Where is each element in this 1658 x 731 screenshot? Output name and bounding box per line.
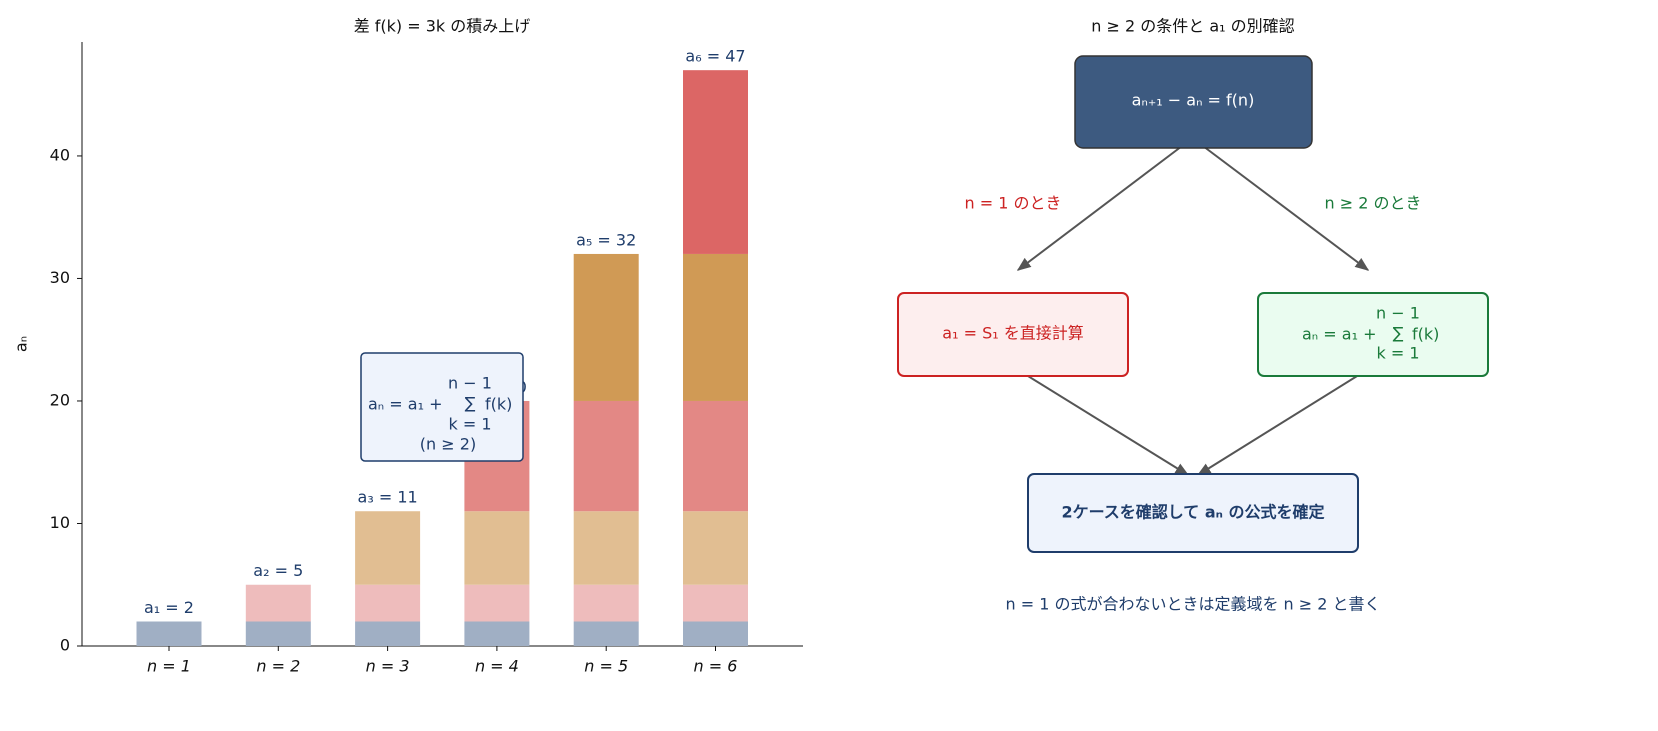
chart-title: 差 f(k) = 3k の積み上げ [354,17,531,36]
node-label: aₙ₊₁ − aₙ = f(n) [1132,91,1255,110]
annotation-term: f(k) [485,395,512,414]
bar-segment [683,511,748,585]
annotation-box [360,352,524,462]
bar-segment [136,621,202,646]
value-label: a₅ = 32 [576,230,636,249]
diagram-title: n ≥ 2 の条件と a₁ の別確認 [1091,17,1294,36]
bar-segment [355,511,421,585]
node-box [1074,55,1313,149]
y-tick-label: 40 [50,145,70,164]
bar-segment [573,584,639,622]
node-box [897,292,1129,377]
node-label: 2ケースを確認して aₙ の公式を確定 [1061,503,1324,522]
value-label: a₁ = 2 [144,598,194,617]
bar-segment [573,621,639,646]
y-tick-label: 10 [50,513,70,532]
arrow [1014,367,1190,476]
annotation-upper: n − 1 [448,374,492,393]
y-tick-label: 30 [50,268,70,287]
bar-segment [573,253,639,401]
x-tick-label: n = 2 [256,657,300,676]
node-label: a₁ = S₁ を直接計算 [942,324,1083,343]
bar-segment [573,511,639,585]
edge-label: n = 1 のとき [965,194,1062,213]
bar-segment [464,584,530,622]
bar-segment [245,584,311,622]
bar-segment [464,621,530,646]
x-tick-label: n = 4 [475,657,519,676]
bar-segment [355,621,421,646]
arrow [1194,139,1370,271]
x-tick-label: n = 1 [147,657,191,676]
bar-segment [683,400,748,512]
node-box [1257,292,1489,377]
bar-segment [683,70,748,254]
bar-segment [683,621,748,646]
bar-segment [464,511,530,585]
arrow [1016,139,1191,271]
node-upper: n − 1 [1376,304,1420,323]
value-label: a₂ = 5 [253,561,303,580]
bar-segment [683,253,748,401]
x-tick-label: n = 3 [366,657,410,676]
arrow [1196,367,1371,476]
node-label: aₙ = a₁ + [1302,325,1376,344]
annotation-lhs: aₙ = a₁ + [368,395,442,414]
y-tick-label: 0 [60,636,70,655]
x-tick-label: n = 6 [694,657,738,676]
edge-label: n ≥ 2 のとき [1325,194,1422,213]
y-tick-label: 20 [50,390,70,409]
bar-segment [245,621,311,646]
node-sum: ∑ [1393,324,1404,343]
value-label: a₆ = 47 [685,47,745,66]
annotation-note: (n ≥ 2) [420,435,476,454]
bar-segment [573,400,639,512]
node-lower: k = 1 [1376,344,1419,363]
node-box [1027,473,1359,553]
value-label: a₃ = 11 [358,488,418,507]
bar-segment [355,584,421,622]
y-axis-label: aₙ [12,336,31,352]
annotation-lower: k = 1 [448,415,491,434]
annotation: aₙ = a₁ + ∑ n − 1 k = 1 f(k) (n ≥ 2) [360,352,524,462]
bar-segment [683,584,748,622]
x-tick-label: n = 5 [584,657,628,676]
node-term: f(k) [1412,325,1439,344]
annotation-sum: ∑ [465,394,476,413]
diagram: n ≥ 2 の条件と a₁ の別確認 aₙ₊₁ − aₙ = f(n) n = … [897,17,1489,614]
footnote: n = 1 の式が合わないときは定義域を n ≥ 2 と書く [1005,595,1380,614]
